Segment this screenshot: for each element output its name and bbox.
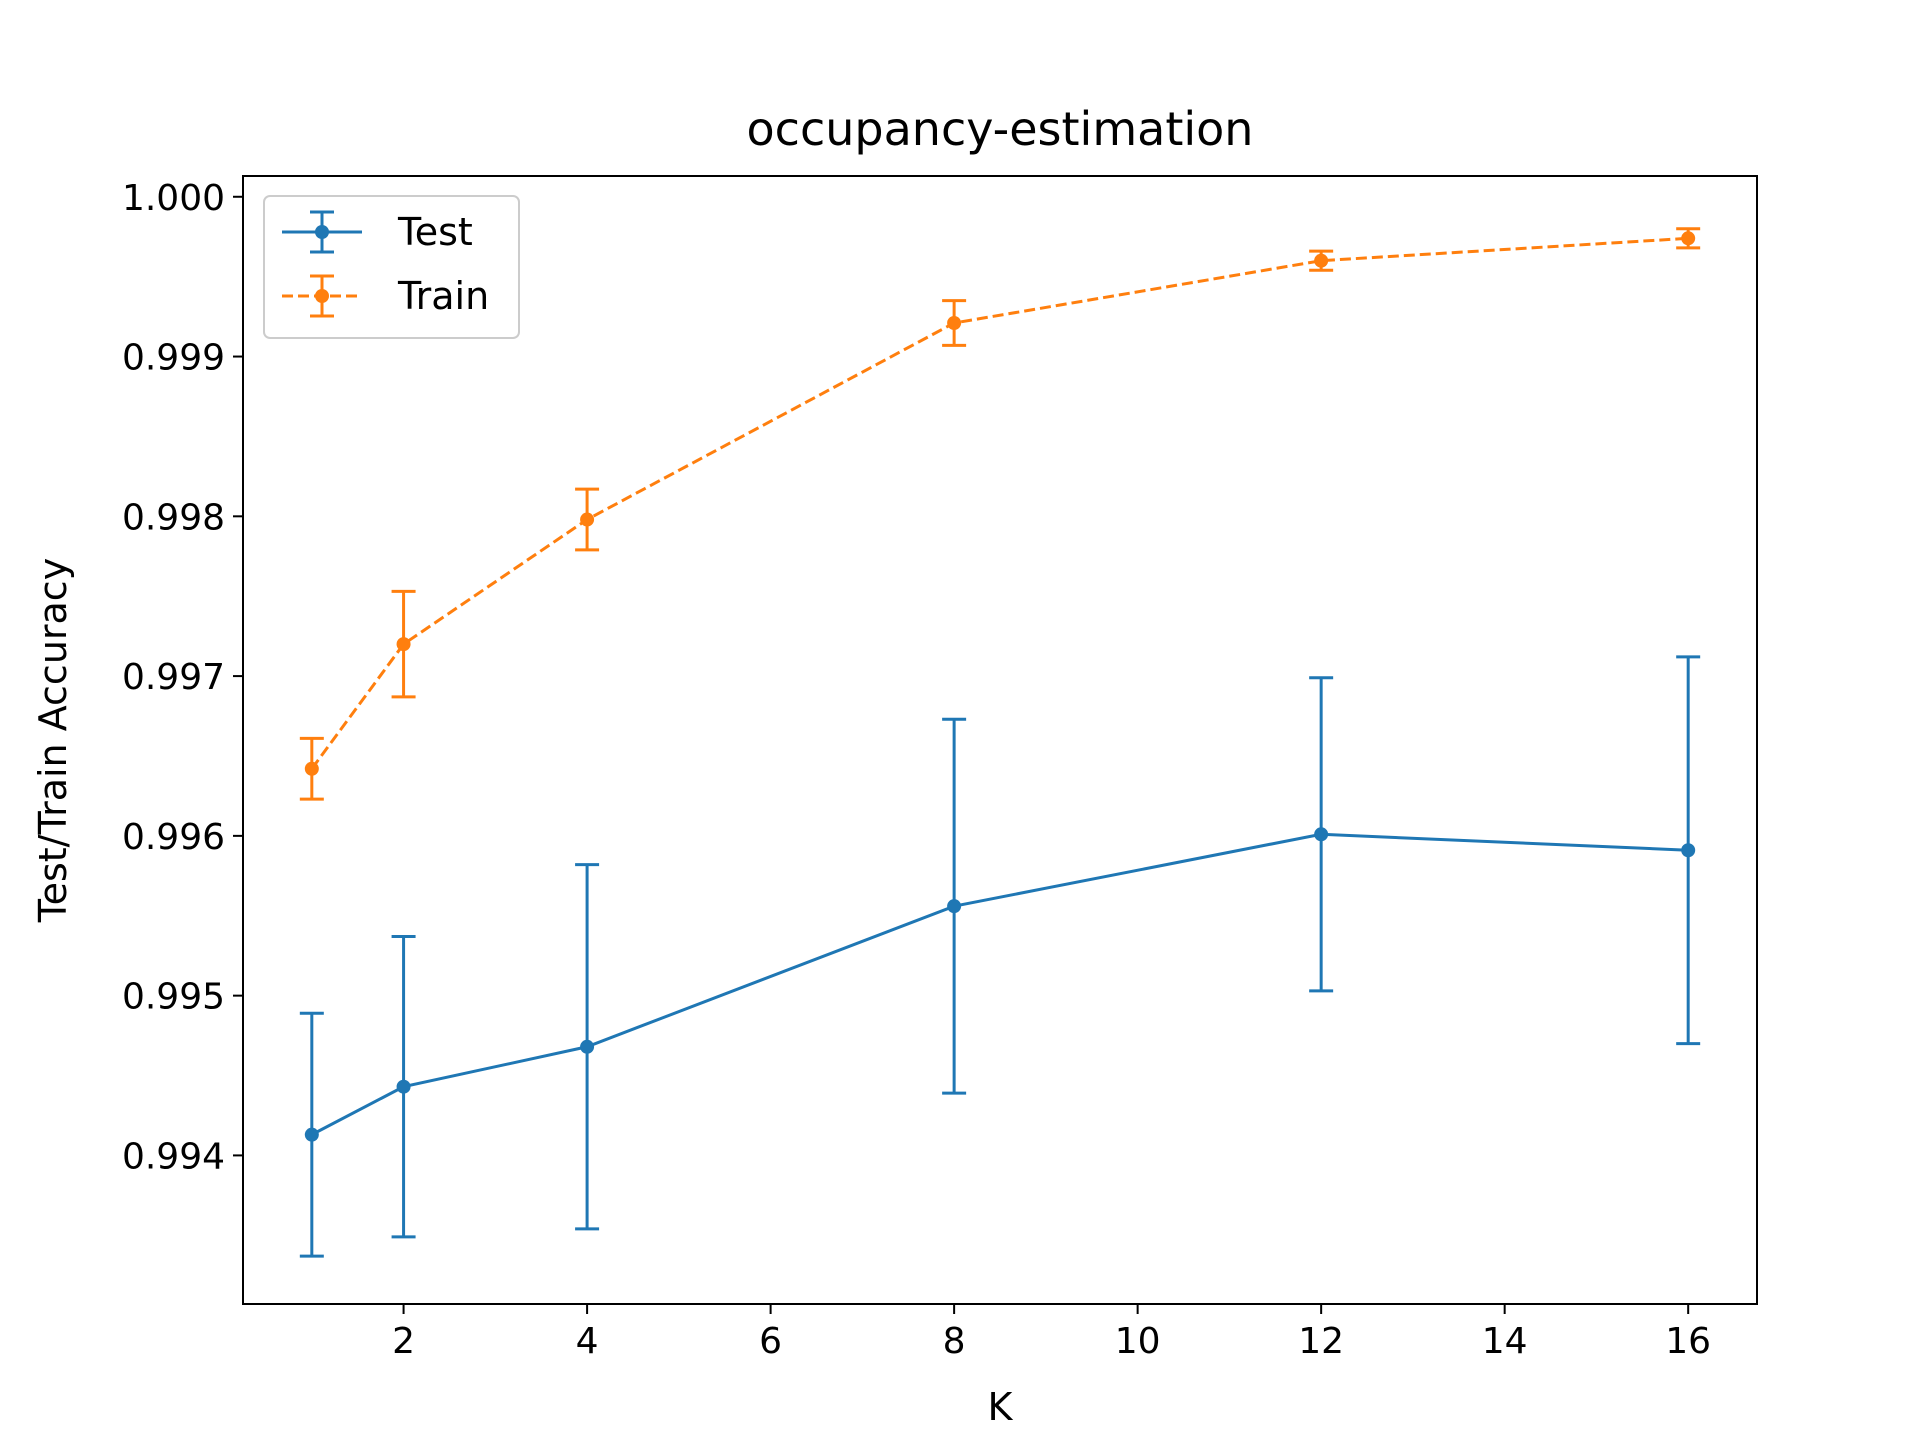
y-axis-label: Test/Train Accuracy	[31, 558, 75, 923]
legend-label-test: Test	[397, 210, 473, 254]
data-point-train	[947, 315, 962, 330]
data-point-train	[1314, 253, 1329, 268]
legend-items: Test Train	[282, 210, 489, 318]
legend-marker-train	[315, 289, 329, 303]
data-point-train	[580, 512, 595, 527]
series-line-train	[310, 236, 1689, 770]
x-tick-label: 12	[1298, 1321, 1344, 1362]
chart-title: occupancy-estimation	[747, 102, 1254, 156]
x-tick-label: 10	[1115, 1321, 1161, 1362]
data-point-test	[1314, 827, 1329, 842]
x-tick-label: 4	[576, 1321, 599, 1362]
x-tick-label: 14	[1482, 1321, 1528, 1362]
x-tick-label: 6	[759, 1321, 782, 1362]
plot-layer	[299, 227, 1701, 1258]
legend: Test Train	[263, 195, 520, 339]
data-point-train	[304, 761, 319, 776]
x-tick-label: 16	[1665, 1321, 1711, 1362]
legend-item-train: Train	[282, 274, 489, 318]
x-axis-label: K	[988, 1385, 1014, 1429]
y-tick-label: 0.994	[122, 1136, 225, 1177]
y-tick-label: 0.995	[122, 977, 225, 1018]
y-tick-label: 0.997	[122, 657, 225, 698]
data-point-test	[947, 899, 962, 914]
series-test	[299, 655, 1701, 1258]
legend-marker-test	[315, 225, 329, 239]
data-point-test	[304, 1127, 319, 1142]
data-point-test	[1681, 843, 1696, 858]
data-point-train	[1681, 231, 1696, 246]
y-tick-label: 0.996	[122, 817, 225, 858]
x-tick-label: 2	[392, 1321, 415, 1362]
data-point-test	[580, 1039, 595, 1054]
data-point-test	[396, 1079, 411, 1094]
series-train	[299, 227, 1701, 801]
x-tick-label: 8	[943, 1321, 966, 1362]
y-tick-label: 0.999	[122, 338, 225, 379]
y-tick-label: 0.998	[122, 497, 225, 538]
series-line-test	[311, 832, 1689, 1136]
plot-frame	[242, 175, 1758, 1305]
legend-label-train: Train	[397, 274, 489, 318]
data-point-train	[396, 637, 411, 652]
legend-item-test: Test	[282, 210, 473, 254]
ticks-layer: 2 4 6 8 10 12 14 16 0.994 0.995 0.996 0.997 0.998 0.9…	[122, 178, 1711, 1362]
y-tick-label: 1.000	[122, 178, 225, 219]
